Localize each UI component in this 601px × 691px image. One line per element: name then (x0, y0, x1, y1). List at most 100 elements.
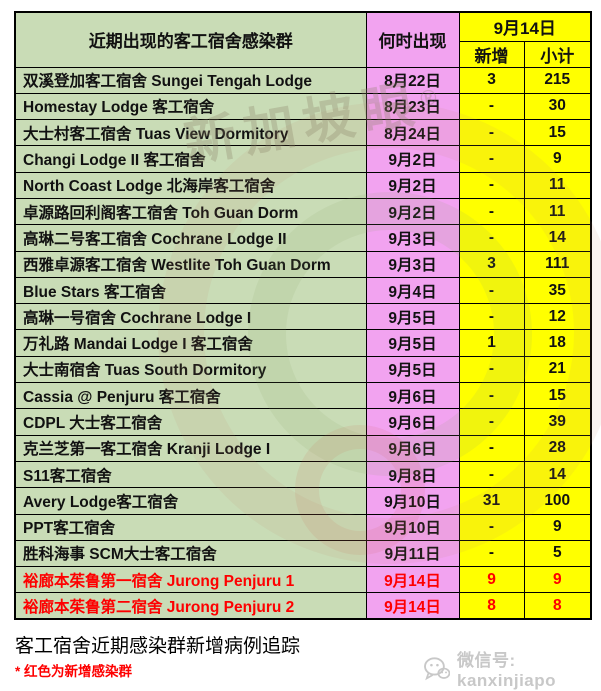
new-cases-cell: - (458, 408, 525, 436)
subtotal-cases-cell: 21 (523, 355, 592, 384)
new-cases-cell: 1 (458, 329, 525, 357)
subtotal-cases-cell: 14 (523, 460, 592, 489)
dormitory-name-cell: Homestay Lodge 客工宿舍 (14, 92, 367, 121)
infection-cluster-table: 近期出现的客工宿舍感染群 何时出现 9月14日 新增 小计 双溪登加客工宿舍 S… (14, 11, 592, 621)
first-appeared-date-cell: 9月14日 (365, 592, 460, 620)
first-appeared-date-cell: 8月24日 (365, 119, 460, 147)
first-appeared-date-cell: 9月11日 (365, 539, 460, 568)
new-cases-cell: 9 (458, 566, 525, 594)
dormitory-name-cell: Blue Stars 客工宿舍 (14, 276, 367, 305)
header-name-column: 近期出现的客工宿舍感染群 (14, 11, 367, 68)
dormitory-name-cell: 裕廊本茱鲁第二宿舍 Jurong Penjuru 2 (14, 592, 367, 620)
dormitory-name-cell: 双溪登加客工宿舍 Sungei Tengah Lodge (14, 66, 367, 94)
table-row: PPT客工宿舍 9月10日 - 9 (14, 513, 592, 541)
subtotal-cases-cell: 35 (523, 276, 592, 305)
first-appeared-date-cell: 8月23日 (365, 92, 460, 121)
legend-note: * 红色为新增感染群 (15, 664, 133, 679)
dormitory-name-cell: 高琳一号宿舍 Cochrane Lodge I (14, 303, 367, 331)
table-row: CDPL 大士客工宿舍 9月6日 - 39 (14, 408, 592, 436)
dormitory-name-cell: 大士南宿舍 Tuas South Dormitory (14, 355, 367, 384)
subtotal-cases-cell: 14 (523, 224, 592, 252)
table-row: Avery Lodge客工宿舍 9月10日 31 100 (14, 487, 592, 515)
wechat-credit: 微信号: kanxinjiapo (424, 646, 601, 691)
first-appeared-date-cell: 9月5日 (365, 329, 460, 357)
table-row: S11客工宿舍 9月8日 - 14 (14, 460, 592, 489)
subtotal-cases-cell: 30 (523, 92, 592, 121)
dormitory-name-cell: 克兰芝第一客工宿舍 Kranji Lodge I (14, 434, 367, 462)
first-appeared-date-cell: 9月6日 (365, 408, 460, 436)
first-appeared-date-cell: 9月14日 (365, 566, 460, 594)
table-caption: 客工宿舍近期感染群新增病例追踪 (15, 636, 301, 657)
subtotal-cases-cell: 5 (523, 539, 592, 568)
new-cases-cell: - (458, 355, 525, 384)
subtotal-cases-cell: 15 (523, 382, 592, 410)
dormitory-name-cell: 胜科海事 SCM大士客工宿舍 (14, 539, 367, 568)
first-appeared-date-cell: 9月6日 (365, 434, 460, 462)
table-row: 卓源路回利阁客工宿舍 Toh Guan Dorm 9月2日 - 11 (14, 197, 592, 226)
dormitory-name-cell: S11客工宿舍 (14, 460, 367, 489)
table-row: 万礼路 Mandai Lodge I 客工宿舍 9月5日 1 18 (14, 329, 592, 357)
dormitory-name-cell: CDPL 大士客工宿舍 (14, 408, 367, 436)
new-cases-cell: - (458, 197, 525, 226)
subtotal-cases-cell: 15 (523, 119, 592, 147)
cluster-table: 近期出现的客工宿舍感染群 何时出现 9月14日 新增 小计 双溪登加客工宿舍 S… (14, 11, 592, 621)
new-cases-cell: 31 (458, 487, 525, 515)
subtotal-cases-cell: 9 (523, 145, 592, 173)
table-row: 裕廊本茱鲁第一宿舍 Jurong Penjuru 1 9月14日 9 9 (14, 566, 592, 594)
table-row: 高琳二号客工宿舍 Cochrane Lodge II 9月3日 - 14 (14, 224, 592, 252)
new-cases-cell: - (458, 303, 525, 331)
new-cases-cell: - (458, 224, 525, 252)
dormitory-name-cell: 大士村客工宿舍 Tuas View Dormitory (14, 119, 367, 147)
dormitory-name-cell: 高琳二号客工宿舍 Cochrane Lodge II (14, 224, 367, 252)
dormitory-name-cell: 卓源路回利阁客工宿舍 Toh Guan Dorm (14, 197, 367, 226)
new-cases-cell: - (458, 460, 525, 489)
cluster-table-body: 双溪登加客工宿舍 Sungei Tengah Lodge 8月22日 3 215… (14, 66, 592, 620)
subtotal-cases-cell: 111 (523, 250, 592, 278)
table-row: 西雅卓源客工宿舍 Westlite Toh Guan Dorm 9月3日 3 1… (14, 250, 592, 278)
subtotal-cases-cell: 11 (523, 171, 592, 199)
new-cases-cell: - (458, 171, 525, 199)
table-row: 胜科海事 SCM大士客工宿舍 9月11日 - 5 (14, 539, 592, 568)
subtotal-cases-cell: 39 (523, 408, 592, 436)
table-row: 双溪登加客工宿舍 Sungei Tengah Lodge 8月22日 3 215 (14, 66, 592, 94)
first-appeared-date-cell: 9月3日 (365, 250, 460, 278)
header-date-column: 何时出现 (365, 11, 460, 68)
new-cases-cell: 3 (458, 250, 525, 278)
table-row: 大士南宿舍 Tuas South Dormitory 9月5日 - 21 (14, 355, 592, 384)
dormitory-name-cell: Avery Lodge客工宿舍 (14, 487, 367, 515)
first-appeared-date-cell: 9月6日 (365, 382, 460, 410)
first-appeared-date-cell: 9月4日 (365, 276, 460, 305)
subtotal-cases-cell: 8 (523, 592, 592, 620)
table-row: North Coast Lodge 北海岸客工宿舍 9月2日 - 11 (14, 171, 592, 199)
table-row: Changi Lodge II 客工宿舍 9月2日 - 9 (14, 145, 592, 173)
first-appeared-date-cell: 9月10日 (365, 513, 460, 541)
new-cases-cell: - (458, 276, 525, 305)
dormitory-name-cell: PPT客工宿舍 (14, 513, 367, 541)
first-appeared-date-cell: 9月3日 (365, 224, 460, 252)
dormitory-name-cell: North Coast Lodge 北海岸客工宿舍 (14, 171, 367, 199)
cluster-table-header: 近期出现的客工宿舍感染群 何时出现 9月14日 新增 小计 (14, 11, 592, 68)
subtotal-cases-cell: 11 (523, 197, 592, 226)
first-appeared-date-cell: 9月2日 (365, 145, 460, 173)
subtotal-cases-cell: 9 (523, 566, 592, 594)
table-row: 大士村客工宿舍 Tuas View Dormitory 8月24日 - 15 (14, 119, 592, 147)
dormitory-name-cell: 万礼路 Mandai Lodge I 客工宿舍 (14, 329, 367, 357)
subtotal-cases-cell: 18 (523, 329, 592, 357)
header-subtotal: 小计 (523, 40, 592, 68)
new-cases-cell: - (458, 92, 525, 121)
new-cases-cell: - (458, 434, 525, 462)
wechat-icon (424, 656, 450, 681)
dormitory-name-cell: Changi Lodge II 客工宿舍 (14, 145, 367, 173)
new-cases-cell: - (458, 513, 525, 541)
subtotal-cases-cell: 12 (523, 303, 592, 331)
new-cases-cell: - (458, 539, 525, 568)
new-cases-cell: - (458, 382, 525, 410)
dormitory-name-cell: 西雅卓源客工宿舍 Westlite Toh Guan Dorm (14, 250, 367, 278)
table-row: 高琳一号宿舍 Cochrane Lodge I 9月5日 - 12 (14, 303, 592, 331)
wechat-id: 微信号: kanxinjiapo (457, 651, 557, 690)
new-cases-cell: - (458, 119, 525, 147)
subtotal-cases-cell: 100 (523, 487, 592, 515)
header-new-cases: 新增 (458, 40, 525, 68)
first-appeared-date-cell: 9月10日 (365, 487, 460, 515)
dormitory-name-cell: Cassia @ Penjuru 客工宿舍 (14, 382, 367, 410)
